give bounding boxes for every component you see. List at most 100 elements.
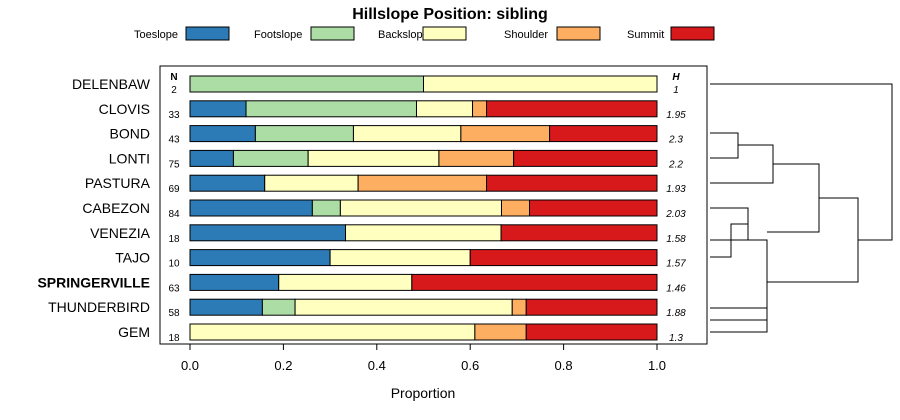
bar-thunderbird-shoulder xyxy=(511,298,527,316)
bar-clovis-shoulder xyxy=(472,100,488,118)
legend-label-toeslope: Toeslope xyxy=(134,29,178,41)
bar-lonti-backslope xyxy=(307,149,440,167)
bar-cabezon-toeslope xyxy=(189,199,313,217)
bar-clovis-toeslope xyxy=(189,100,247,118)
legend-label-footslope: Footslope xyxy=(254,29,302,41)
x-tick-label-4: 0.8 xyxy=(555,358,573,373)
n-value-pastura: 69 xyxy=(168,184,180,195)
dendrogram xyxy=(710,83,893,333)
bar-lonti-toeslope xyxy=(189,149,234,167)
category-label-gem: GEM xyxy=(118,324,150,340)
x-axis-label: Proportion xyxy=(391,385,456,401)
dendro-link-clovis-bond-lonti xyxy=(710,132,739,159)
legend-swatch-footslope xyxy=(310,26,355,41)
h-value-gem: 1.3 xyxy=(669,333,683,344)
dendro-link-root xyxy=(710,83,893,241)
legend-swatch-shoulder xyxy=(556,26,601,41)
n-value-bond: 43 xyxy=(168,135,180,146)
legend-label-shoulder: Shoulder xyxy=(504,29,548,41)
bar-lonti-shoulder xyxy=(438,149,515,167)
bars xyxy=(189,75,658,341)
h-value-springerville: 1.46 xyxy=(666,283,686,294)
bar-thunderbird-backslope xyxy=(294,298,513,316)
category-label-delenbaw: DELENBAW xyxy=(72,76,151,92)
chart-title: Hillslope Position: sibling xyxy=(352,6,548,23)
bar-tajo-summit xyxy=(469,249,658,267)
bar-bond-toeslope xyxy=(189,125,256,143)
category-label-tajo: TAJO xyxy=(115,250,150,266)
h-value-venezia: 1.58 xyxy=(666,234,686,245)
bar-bond-shoulder xyxy=(460,125,551,143)
category-label-bond: BOND xyxy=(110,126,150,142)
category-label-thunderbird: THUNDERBIRD xyxy=(48,299,150,315)
bar-venezia-toeslope xyxy=(189,224,347,242)
bar-bond-summit xyxy=(549,125,658,143)
n-value-tajo: 10 xyxy=(168,259,180,270)
legend-swatch-summit xyxy=(670,26,715,41)
legend-label-summit: Summit xyxy=(627,29,664,41)
h-value-lonti: 2.2 xyxy=(668,159,683,170)
bar-thunderbird-footslope xyxy=(261,298,296,316)
dendro-link-upper-lower xyxy=(767,197,859,283)
x-tick-label-0: 0.0 xyxy=(181,358,199,373)
legend-label-backslope: Backslope xyxy=(378,29,429,41)
category-label-springerville: SPRINGERVILLE xyxy=(37,274,150,290)
bar-thunderbird-toeslope xyxy=(189,298,263,316)
n-value-cabezon: 84 xyxy=(168,209,180,220)
bar-gem-backslope xyxy=(189,323,476,341)
n-value-thunderbird: 58 xyxy=(168,308,180,319)
category-label-clovis: CLOVIS xyxy=(99,101,150,117)
h-value-thunderbird: 1.88 xyxy=(666,308,686,319)
bar-lonti-footslope xyxy=(232,149,309,167)
bar-springerville-summit xyxy=(411,273,658,291)
legend-swatch-backslope xyxy=(422,26,467,41)
h-value-delenbaw: 1 xyxy=(673,85,679,96)
bar-cabezon-shoulder xyxy=(500,199,531,217)
bar-thunderbird-summit xyxy=(525,298,658,316)
x-tick-label-2: 0.4 xyxy=(368,358,386,373)
bar-tajo-toeslope xyxy=(189,249,331,267)
bar-bond-footslope xyxy=(254,125,354,143)
h-column: 1 1.95 2.3 2.2 1.93 2.03 1.58 1.57 1.46 1.88 1.3 xyxy=(665,85,686,344)
n-value-lonti: 75 xyxy=(168,159,180,170)
h-value-pastura: 1.93 xyxy=(666,184,686,195)
bar-pastura-toeslope xyxy=(189,174,266,192)
h-value-clovis: 1.95 xyxy=(666,110,686,121)
x-tick-label-5: 1.0 xyxy=(648,358,666,373)
n-value-gem: 18 xyxy=(168,333,180,344)
bar-gem-shoulder xyxy=(474,323,527,341)
x-axis: 0.0 0.2 0.4 0.6 0.8 1.0 xyxy=(181,344,666,373)
bar-delenbaw-backslope xyxy=(423,75,658,93)
legend-swatch-toeslope xyxy=(185,26,230,41)
dendro-link-pair-springerville xyxy=(767,163,820,233)
bar-pastura-summit xyxy=(486,174,658,192)
category-label-venezia: VENEZIA xyxy=(90,225,151,241)
category-labels: DELENBAW CLOVIS BOND LONTI PASTURA CABEZON VEN… xyxy=(37,76,150,340)
n-column: 2 33 43 75 69 84 18 10 63 58 18 xyxy=(168,85,180,344)
bar-bond-backslope xyxy=(352,125,462,143)
n-column-header: N xyxy=(170,72,177,83)
bar-clovis-backslope xyxy=(415,100,474,118)
x-tick-label-3: 0.6 xyxy=(461,358,479,373)
bar-gem-summit xyxy=(525,323,658,341)
bar-tajo-backslope xyxy=(329,249,471,267)
category-label-lonti: LONTI xyxy=(109,150,150,166)
bar-venezia-summit xyxy=(500,224,658,242)
bar-springerville-toeslope xyxy=(189,273,280,291)
bar-cabezon-footslope xyxy=(311,199,341,217)
bar-venezia-backslope xyxy=(345,224,502,242)
bar-cabezon-summit xyxy=(529,199,658,217)
bar-pastura-backslope xyxy=(264,174,359,192)
h-column-header: H xyxy=(672,72,680,83)
legend: Toeslope Footslope Backslope Shoulder Summit xyxy=(134,26,715,41)
n-value-delenbaw: 2 xyxy=(171,85,177,96)
x-tick-label-1: 0.2 xyxy=(274,358,292,373)
h-value-cabezon: 2.03 xyxy=(665,209,686,220)
dendro-link-pair-pastura xyxy=(710,144,774,184)
bar-springerville-backslope xyxy=(278,273,413,291)
n-value-clovis: 33 xyxy=(168,110,180,121)
bar-clovis-footslope xyxy=(245,100,417,118)
bar-clovis-summit xyxy=(486,100,658,118)
